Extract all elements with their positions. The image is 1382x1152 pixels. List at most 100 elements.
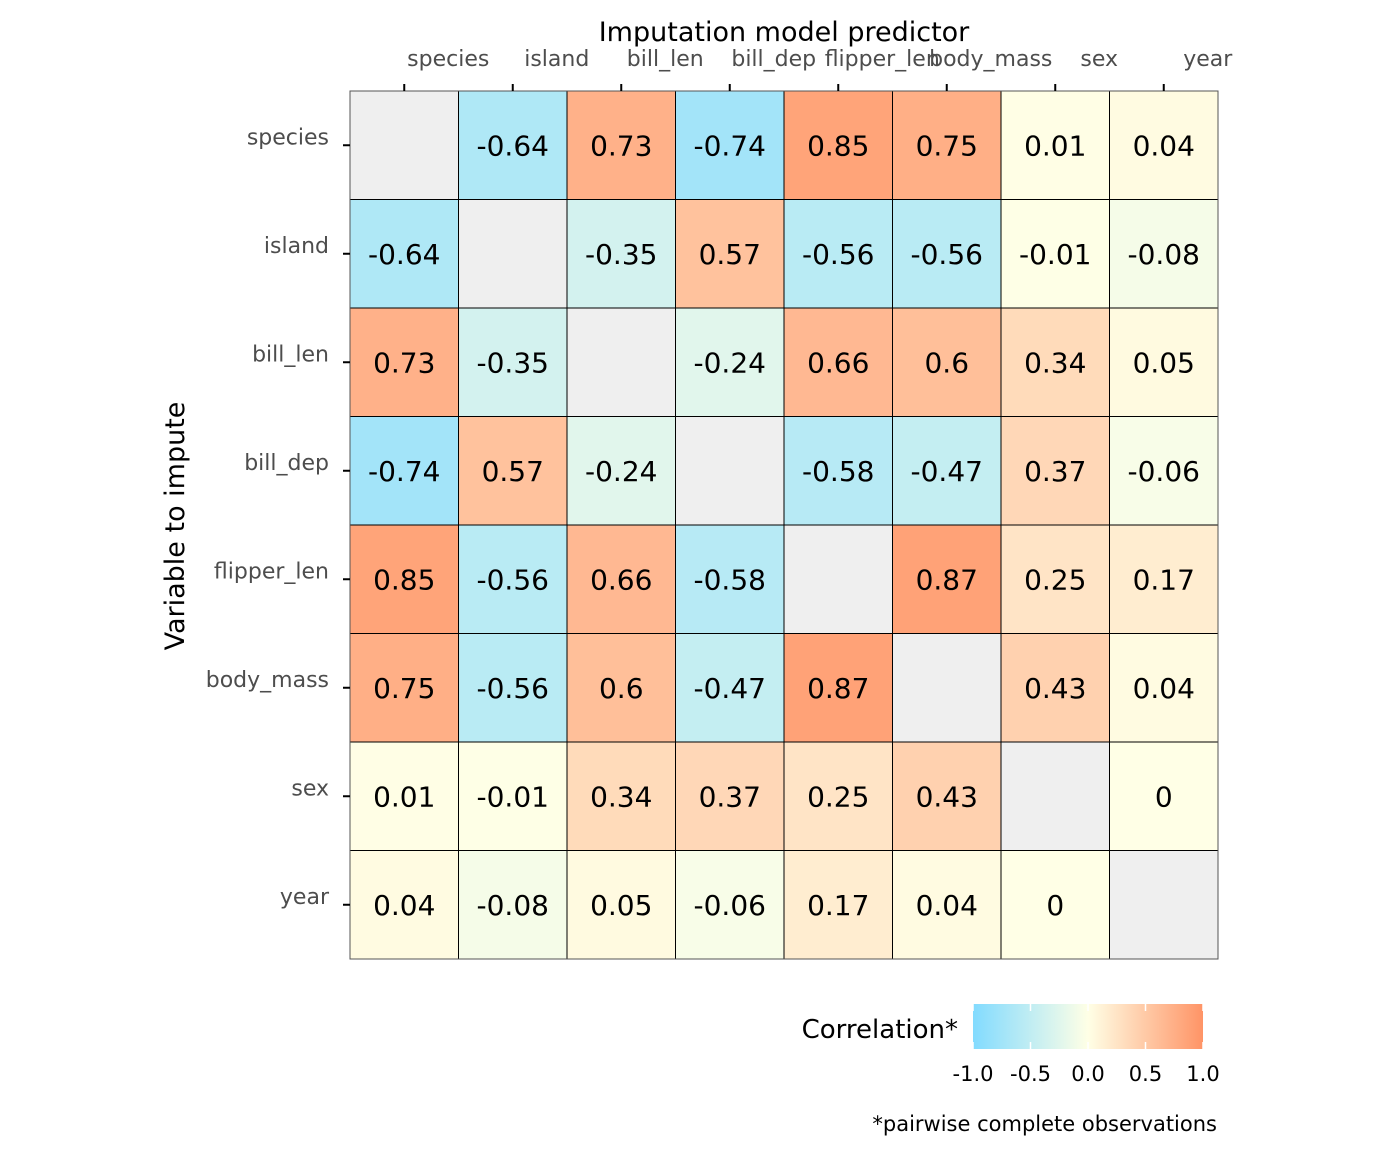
cell-value-label: 0.43 xyxy=(916,780,978,813)
cell-value-label: -0.64 xyxy=(477,129,549,162)
legend-tick-label: -0.5 xyxy=(1010,1062,1051,1086)
legend-ticks: -1.0 -0.5 0.0 0.5 1.0 xyxy=(953,1004,1220,1086)
cell-value-label: 0.37 xyxy=(1024,455,1086,488)
plot-border xyxy=(349,90,1219,960)
legend-tick-label: -1.0 xyxy=(953,1062,994,1086)
x-tick-label: island xyxy=(524,47,589,72)
cell-value-label: 0.34 xyxy=(590,780,652,813)
heatmap-cells: -0.64 0.73 -0.74 0.85 0.75 0.01 0.04 -0.64 -0.35… xyxy=(349,90,1219,960)
color-legend: Correlation* -1.0 -0.5 0.0 0.5 1.0 xyxy=(802,1004,1220,1086)
cell-value-label: -0.58 xyxy=(802,455,874,488)
cell-value-label: 0.85 xyxy=(807,129,869,162)
cell-value-label: 0.87 xyxy=(916,563,978,596)
x-axis-title: Imputation model predictor xyxy=(599,17,970,48)
heatmap-cell xyxy=(566,524,676,634)
legend-tick-label: 1.0 xyxy=(1186,1062,1219,1086)
cell-value-label: 0.57 xyxy=(699,238,761,271)
y-axis-title: Variable to impute xyxy=(160,402,191,651)
heatmap-cell xyxy=(675,850,785,960)
cell-value-label: -0.35 xyxy=(585,238,657,271)
cell-value-label: 0.85 xyxy=(373,563,435,596)
legend-tick-label: 0.0 xyxy=(1071,1062,1104,1086)
heatmap-cell xyxy=(1000,741,1110,851)
heatmap-cell xyxy=(892,199,1002,309)
cell-value-label: 0.75 xyxy=(373,672,435,705)
heatmap-cell xyxy=(1000,416,1110,526)
cell-value-label: -0.08 xyxy=(1128,238,1200,271)
heatmap-cell xyxy=(566,307,676,417)
cell-value-label: -0.56 xyxy=(477,672,549,705)
cell-value-label: -0.47 xyxy=(694,672,766,705)
heatmap-cell xyxy=(892,741,1002,851)
heatmap-cell xyxy=(1000,307,1110,417)
y-tick-label: year xyxy=(280,885,330,910)
cell-value-label: -0.56 xyxy=(477,563,549,596)
cell-value-label: 0.01 xyxy=(373,780,435,813)
cell-value-label: 0.25 xyxy=(1024,563,1086,596)
cell-value-label: 0.37 xyxy=(699,780,761,813)
cell-value-label: 0.87 xyxy=(807,672,869,705)
heatmap-cell xyxy=(783,524,893,634)
heatmap-cell xyxy=(675,741,785,851)
y-tick-label: bill_dep xyxy=(244,451,329,476)
cell-value-label: -0.01 xyxy=(1019,238,1091,271)
y-tick-label: bill_len xyxy=(252,342,329,367)
cell-value-label: -0.74 xyxy=(694,129,766,162)
heatmap-cell xyxy=(458,199,568,309)
heatmap-cell xyxy=(349,416,459,526)
cell-value-label: 0.17 xyxy=(1133,563,1195,596)
cell-value-label: 0 xyxy=(1155,780,1173,813)
heatmap-cell xyxy=(892,850,1002,960)
heatmap-cell xyxy=(1109,524,1219,634)
cell-value-label: -0.06 xyxy=(1128,455,1200,488)
heatmap-cell xyxy=(566,633,676,743)
heatmap-cell xyxy=(458,633,568,743)
cell-value-label: 0.05 xyxy=(1133,346,1195,379)
heatmap-cell xyxy=(783,90,893,200)
cell-value-label: -0.47 xyxy=(911,455,983,488)
heatmap-cell xyxy=(783,850,893,960)
legend-title: Correlation* xyxy=(802,1015,958,1045)
heatmap-cell xyxy=(1109,307,1219,417)
heatmap-cell xyxy=(566,741,676,851)
heatmap-cell xyxy=(1000,90,1110,200)
heatmap-cell xyxy=(1109,633,1219,743)
heatmap-cell xyxy=(892,633,1002,743)
cell-value-label: -0.56 xyxy=(911,238,983,271)
heatmap-cell xyxy=(1000,850,1110,960)
cell-value-label: 0.66 xyxy=(590,563,652,596)
y-tick-label: island xyxy=(264,234,329,259)
cell-value-label: 0.43 xyxy=(1024,672,1086,705)
caption: *pairwise complete observations xyxy=(872,1112,1217,1136)
heatmap-cell xyxy=(349,633,459,743)
cell-value-label: 0.04 xyxy=(916,889,978,922)
heatmap-cell xyxy=(675,307,785,417)
heatmap-cell xyxy=(892,307,1002,417)
cell-value-label: 0.73 xyxy=(590,129,652,162)
heatmap-cell xyxy=(458,416,568,526)
heatmap-cell xyxy=(1109,416,1219,526)
cell-value-label: 0 xyxy=(1046,889,1064,922)
y-tick-label: species xyxy=(247,125,329,150)
legend-tick-label: 0.5 xyxy=(1129,1062,1162,1086)
heatmap-cell xyxy=(892,90,1002,200)
x-tick-label: species xyxy=(407,47,489,72)
cell-value-label: 0.34 xyxy=(1024,346,1086,379)
heatmap-cell xyxy=(349,199,459,309)
heatmap-cell xyxy=(566,90,676,200)
heatmap-cell xyxy=(1109,741,1219,851)
cell-value-label: 0.01 xyxy=(1024,129,1086,162)
heatmap-cell xyxy=(349,90,459,200)
heatmap-cell xyxy=(783,416,893,526)
heatmap-cell xyxy=(783,633,893,743)
cell-value-label: 0.6 xyxy=(924,346,969,379)
cell-value-label: 0.04 xyxy=(1133,672,1195,705)
cell-value-label: -0.01 xyxy=(477,780,549,813)
cell-value-label: 0.25 xyxy=(807,780,869,813)
cell-value-label: 0.66 xyxy=(807,346,869,379)
cell-value-label: 0.75 xyxy=(916,129,978,162)
cell-value-label: 0.04 xyxy=(1133,129,1195,162)
cell-value-label: -0.58 xyxy=(694,563,766,596)
cell-value-label: 0.73 xyxy=(373,346,435,379)
cell-value-label: 0.17 xyxy=(807,889,869,922)
